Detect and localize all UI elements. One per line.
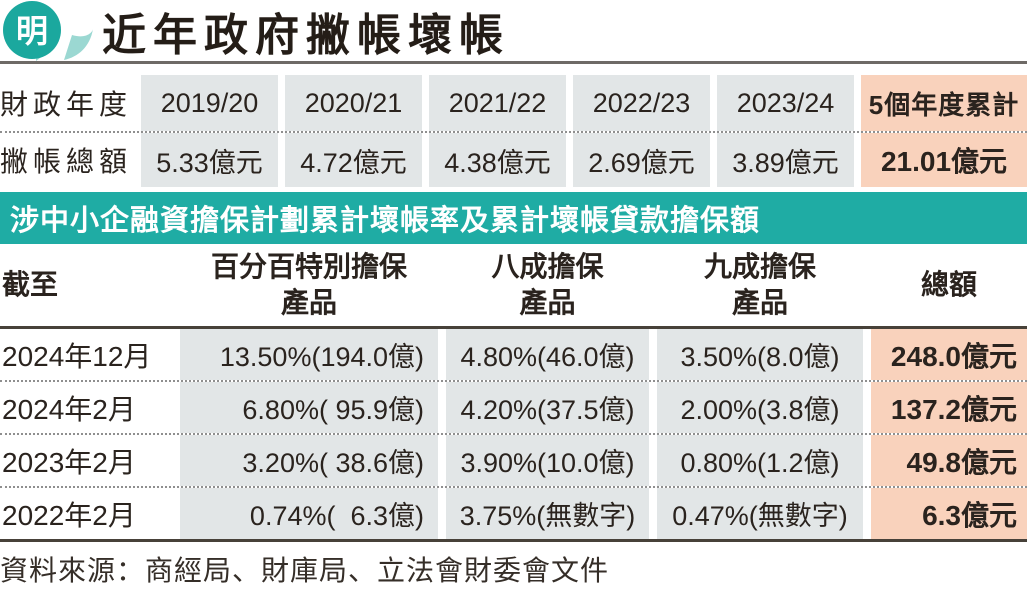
pct90-cell: 3.50%(8.0億) [657, 329, 863, 380]
year-cell: 2023/24 [717, 75, 854, 131]
asof-cell: 2024年2月 [2, 393, 136, 425]
writeoff-value-cell: 4.38億元 [429, 133, 566, 187]
header-80pc-line1: 八成擔保 [491, 251, 604, 282]
writeoff-value-cell: 3.89億元 [717, 133, 854, 187]
fiscal-writeoff-table: 財政年度 2019/20 2020/21 2021/22 2022/23 202… [0, 75, 1027, 187]
year-cell: 2019/20 [141, 75, 278, 131]
writeoff-total-label: 撇帳總額 [0, 146, 133, 177]
year-cell: 2022/23 [573, 75, 710, 131]
pct100-cell: 3.20%( 38.6億) [180, 435, 438, 486]
asof-cell: 2023年2月 [2, 446, 136, 478]
pct100-cell: 13.50%(194.0億) [180, 329, 438, 380]
pct90-cell: 0.80%(1.2億) [657, 435, 863, 486]
writeoff-value-cell: 5.33億元 [141, 133, 278, 187]
header-90pc-line2: 產品 [731, 287, 788, 318]
header-asof: 截至 [2, 269, 59, 300]
section-banner: 涉中小企融資擔保計劃累計壞帳率及累計壞帳貸款擔保額 [0, 192, 1027, 244]
table-row: 2024年2月 6.80%( 95.9億) 4.20%(37.5億) 2.00%… [0, 380, 1027, 433]
page-title: 近年政府撇帳壞帳 [102, 10, 510, 60]
logo-circle [3, 0, 61, 59]
header-100pc-product: 百分百特別擔保 產品 [180, 244, 438, 326]
header-90pc-line1: 九成擔保 [703, 251, 816, 282]
pct80-cell: 4.20%(37.5億) [446, 382, 649, 433]
table-row: 2023年2月 3.20%( 38.6億) 3.90%(10.0億) 0.80%… [0, 433, 1027, 486]
pct80-cell: 4.80%(46.0億) [446, 329, 649, 380]
header-90pc-product: 九成擔保 產品 [657, 244, 863, 326]
logo-swoosh-tail [64, 28, 93, 60]
writeoff-total-row: 撇帳總額 5.33億元 4.72億元 4.38億元 2.69億元 3.89億元 … [0, 131, 1027, 187]
year-cell: 2020/21 [285, 75, 422, 131]
source-note: 資料來源：商經局、財庫局、立法會財委會文件 [0, 555, 610, 586]
fiscal-year-label: 財政年度 [0, 89, 133, 120]
header-100pc-line2: 產品 [280, 287, 337, 318]
year-cell: 2021/22 [429, 75, 566, 131]
mingpao-logo-icon: 明 [3, 0, 93, 61]
total-cell: 248.0億元 [871, 329, 1027, 380]
logo-glyph: 明 [16, 13, 48, 49]
total-cell: 137.2億元 [871, 382, 1027, 433]
pct80-cell: 3.75%(無數字) [446, 488, 649, 539]
writeoff-value-cell: 2.69億元 [573, 133, 710, 187]
table-row: 2024年12月 13.50%(194.0億) 4.80%(46.0億) 3.5… [0, 329, 1027, 380]
pct90-cell: 2.00%(3.8億) [657, 382, 863, 433]
fiscal-year-row: 財政年度 2019/20 2020/21 2021/22 2022/23 202… [0, 75, 1027, 131]
total-cell: 6.3億元 [871, 488, 1027, 539]
writeoff-value-cell: 4.72億元 [285, 133, 422, 187]
header-100pc-line1: 百分百特別擔保 [210, 251, 407, 282]
header-80pc-line2: 產品 [519, 287, 576, 318]
header: 明 近年政府撇帳壞帳 [0, 0, 1027, 64]
guarantee-table: 截至 百分百特別擔保 產品 八成擔保 產品 九成擔保 產品 總額 2024年12… [0, 244, 1027, 542]
pct100-cell: 6.80%( 95.9億) [180, 382, 438, 433]
pct100-cell: 0.74%( 6.3億) [180, 488, 438, 539]
header-80pc-product: 八成擔保 產品 [446, 244, 649, 326]
header-total: 總額 [920, 269, 977, 300]
guarantee-table-header: 截至 百分百特別擔保 產品 八成擔保 產品 九成擔保 產品 總額 [0, 244, 1027, 329]
cumulative-value-cell: 21.01億元 [861, 133, 1027, 187]
pct80-cell: 3.90%(10.0億) [446, 435, 649, 486]
cumulative-header-cell: 5個年度累計 [861, 75, 1027, 131]
guarantee-table-body: 2024年12月 13.50%(194.0億) 4.80%(46.0億) 3.5… [0, 329, 1027, 542]
total-cell: 49.8億元 [871, 435, 1027, 486]
asof-cell: 2024年12月 [2, 340, 152, 372]
asof-cell: 2022年2月 [2, 499, 136, 531]
table-row: 2022年2月 0.74%( 6.3億) 3.75%(無數字) 0.47%(無數… [0, 486, 1027, 539]
pct90-cell: 0.47%(無數字) [657, 488, 863, 539]
